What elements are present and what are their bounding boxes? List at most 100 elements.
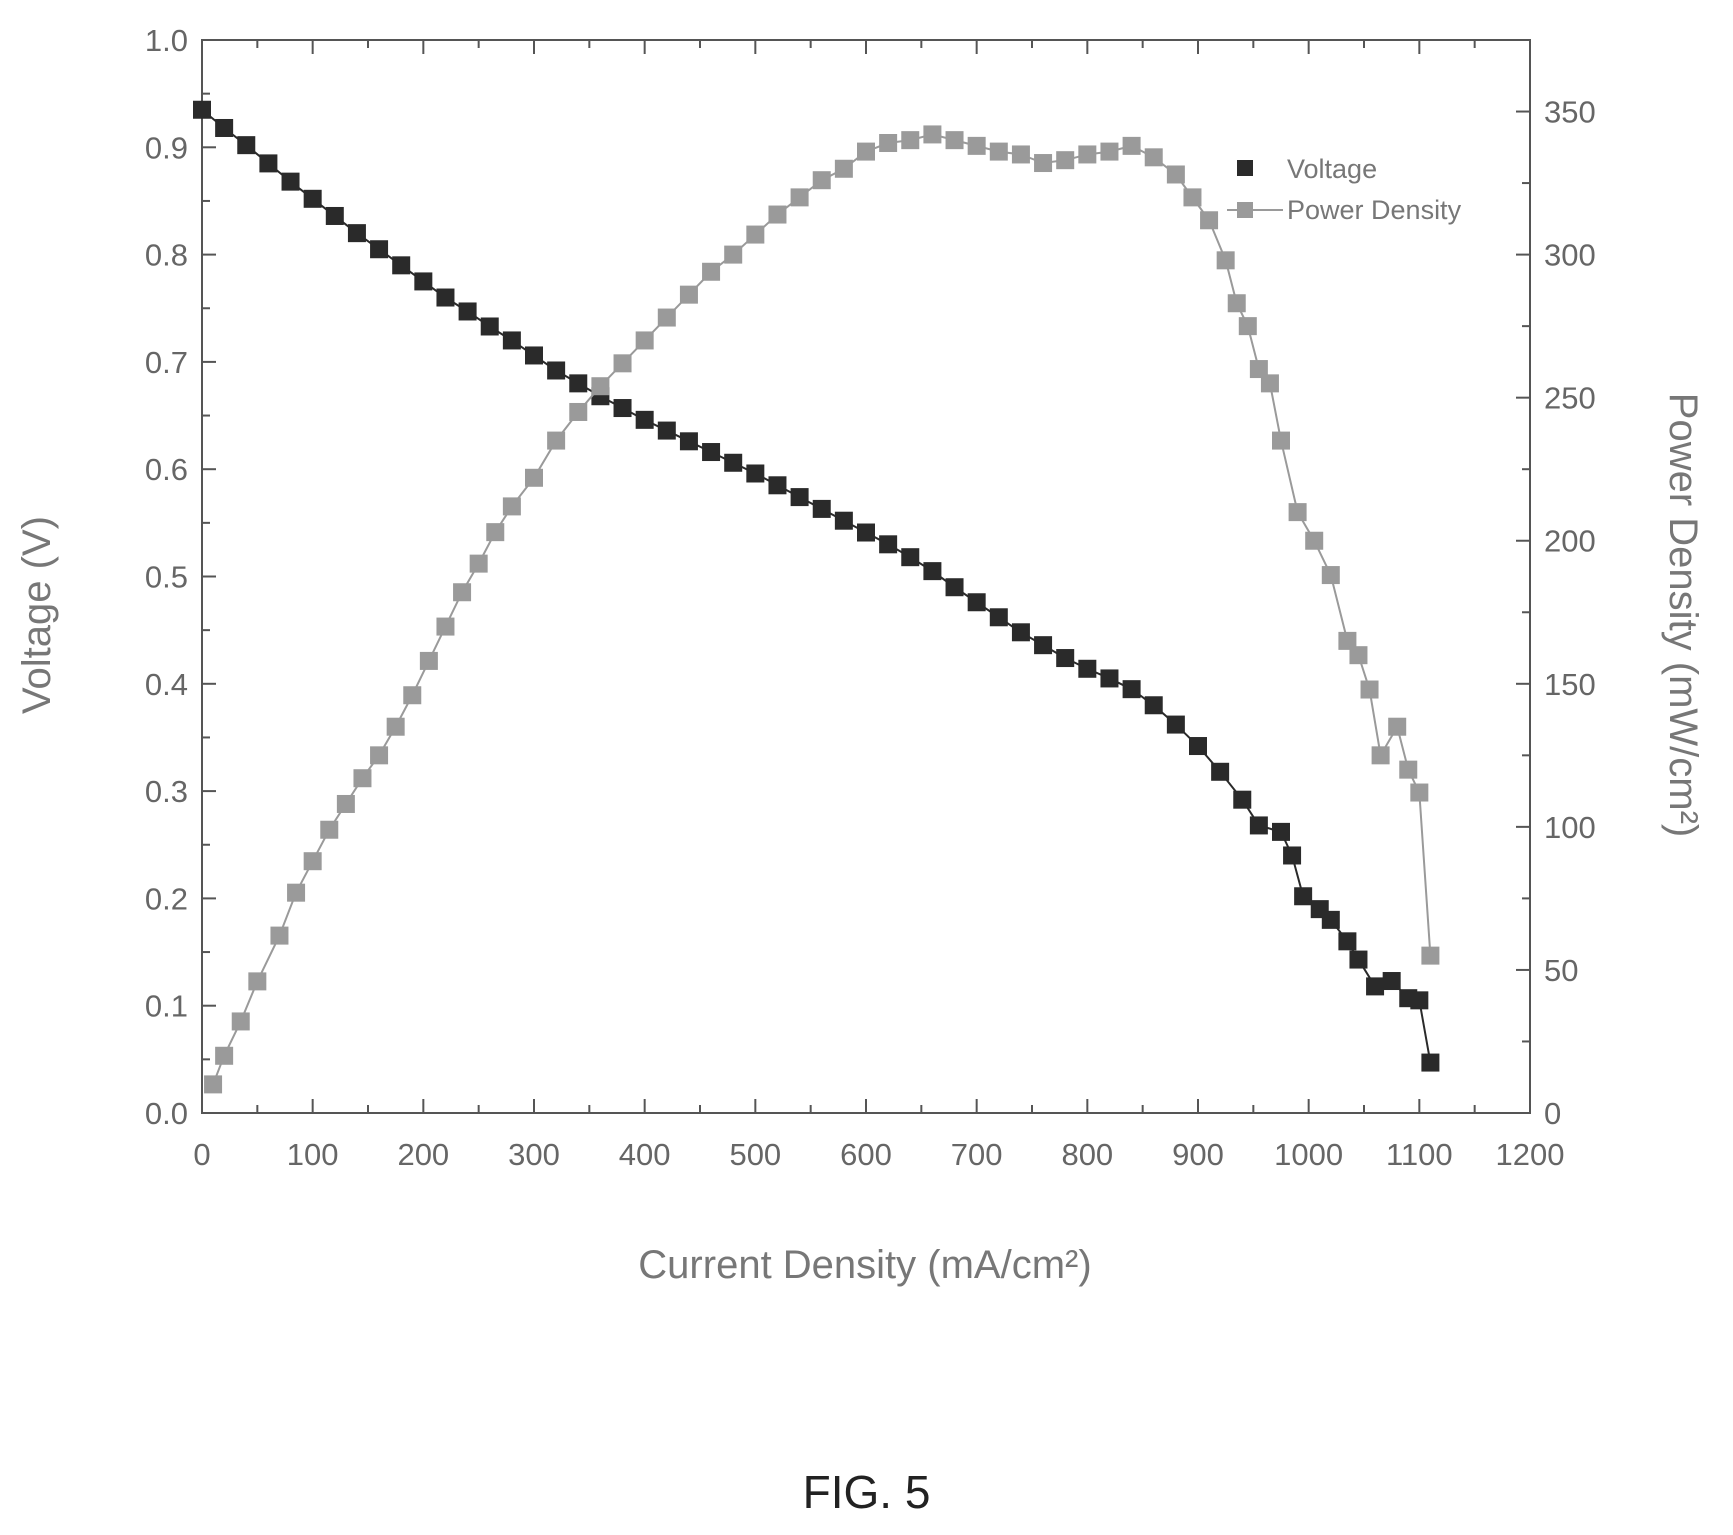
right-y-axis-ticks: 0 50 100 150 200 250 300 350 (1516, 39, 1596, 1131)
voltage-point (768, 476, 787, 495)
y2-tick-label: 0 (1544, 1096, 1561, 1131)
voltage-point (657, 421, 676, 440)
power-density-point (1144, 148, 1163, 167)
power-density-point (569, 402, 588, 421)
power-density-point (1421, 946, 1440, 965)
voltage-point (193, 100, 211, 119)
power-density-point (1249, 360, 1268, 379)
voltage-point (967, 593, 986, 612)
x-tick-label: 1000 (1274, 1137, 1343, 1172)
x-tick-label: 900 (1172, 1137, 1224, 1172)
power-density-point (231, 1012, 250, 1031)
power-density-point (1410, 783, 1429, 802)
power-density-point (419, 651, 438, 670)
power-density-point (679, 285, 698, 304)
voltage-point (1011, 623, 1030, 642)
power-density-point (1227, 294, 1246, 313)
x-tick-label: 500 (729, 1137, 781, 1172)
power-density-point (768, 205, 787, 224)
data-series (193, 100, 1440, 1094)
voltage-point (812, 499, 831, 518)
chart-svg: 0 100 200 300 400 500 600 700 800 900 1000 1100 1200… (15, 23, 1705, 1287)
legend-marker-power (1237, 202, 1253, 218)
power-density-series-line (212, 133, 1432, 1085)
voltage-point (259, 154, 278, 173)
x-axis-title: Current Density (mA/cm²) (638, 1243, 1091, 1287)
power-density-point (746, 225, 765, 244)
power-density-point (502, 497, 521, 516)
voltage-point (1338, 932, 1357, 951)
x-tick-label: 200 (397, 1137, 449, 1172)
power-density-point (353, 769, 372, 788)
power-density-point (1305, 531, 1324, 550)
power-density-point (812, 171, 831, 190)
voltage-point (724, 453, 743, 472)
voltage-point (414, 272, 433, 291)
voltage-point (347, 224, 366, 243)
voltage-point (635, 410, 654, 429)
x-tick-label: 400 (619, 1137, 671, 1172)
power-density-point (1349, 646, 1368, 665)
y-tick-label: 0.1 (145, 989, 188, 1024)
voltage-point (1366, 977, 1385, 996)
power-density-point (702, 262, 721, 281)
power-density-point (287, 883, 306, 902)
legend: Voltage Power Density (1227, 154, 1462, 225)
left-y-axis-title: Voltage (V) (15, 516, 59, 714)
power-density-point (1011, 145, 1030, 164)
power-density-point (1371, 746, 1390, 765)
power-density-point (1388, 717, 1407, 736)
power-density-point (1100, 142, 1119, 161)
voltage-point (1100, 669, 1119, 688)
voltage-point (1421, 1053, 1440, 1072)
y2-tick-label: 150 (1544, 667, 1596, 702)
y-tick-label: 0.8 (145, 238, 188, 273)
power-density-point (635, 331, 654, 350)
left-y-axis-ticks: 0.0 0.1 0.2 0.3 0.4 0.5 0.6 0.7 0.8 0.9 1.0 (145, 23, 216, 1131)
voltage-point (325, 206, 344, 225)
y-tick-label: 0.0 (145, 1096, 188, 1131)
power-density-point (724, 245, 743, 264)
voltage-point (569, 374, 588, 393)
voltage-point (237, 136, 256, 155)
y-tick-label: 1.0 (145, 23, 188, 58)
voltage-point (1233, 790, 1252, 809)
y2-tick-label: 300 (1544, 238, 1596, 273)
power-density-point (1338, 631, 1357, 650)
voltage-point (746, 464, 765, 483)
y-tick-label: 0.6 (145, 452, 188, 487)
power-density-point (1122, 136, 1141, 155)
figure-caption: FIG. 5 (802, 1466, 931, 1518)
y-tick-label: 0.4 (145, 667, 188, 702)
voltage-point (1078, 659, 1097, 678)
y-tick-label: 0.5 (145, 560, 188, 595)
voltage-point (1272, 822, 1290, 841)
x-tick-label: 1200 (1496, 1137, 1565, 1172)
x-tick-label: 1100 (1386, 1137, 1453, 1172)
power-density-point (525, 468, 543, 487)
voltage-point (1249, 816, 1268, 835)
power-density-point (1078, 145, 1097, 164)
voltage-point (1189, 737, 1207, 756)
voltage-point (458, 302, 477, 321)
legend-marker-voltage (1237, 160, 1253, 176)
power-density-point (547, 431, 566, 450)
voltage-point (370, 240, 389, 259)
y2-tick-label: 100 (1544, 810, 1596, 845)
x-tick-label: 300 (508, 1137, 560, 1172)
power-density-point (1260, 374, 1279, 393)
power-density-point (591, 377, 610, 396)
power-density-point (989, 142, 1008, 161)
voltage-point (392, 256, 411, 275)
y-tick-label: 0.2 (145, 881, 188, 916)
voltage-point (702, 443, 721, 462)
voltage-point (1122, 680, 1141, 699)
voltage-point (525, 346, 543, 365)
x-tick-label: 700 (951, 1137, 1003, 1172)
power-density-point (1056, 151, 1075, 170)
power-density-point (967, 136, 986, 155)
y2-tick-label: 250 (1544, 381, 1596, 416)
power-density-point (1166, 165, 1185, 184)
power-density-point (923, 125, 942, 144)
voltage-point (1166, 715, 1185, 734)
